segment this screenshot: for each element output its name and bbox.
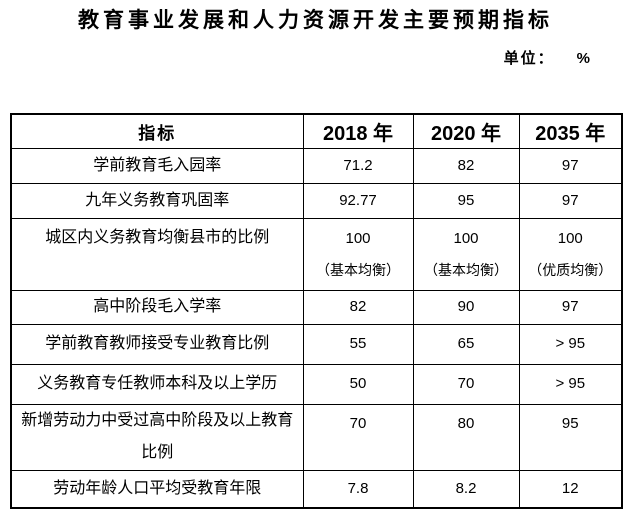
value-cell-2035: 12: [518, 469, 623, 509]
indicator-cell: 劳动年龄人口平均受教育年限: [10, 469, 304, 509]
table-row: 义务教育专任教师本科及以上学历 50 70 > 95: [10, 363, 623, 405]
column-header-2020: 2020 年: [412, 113, 520, 149]
value-cell-2018: 7.8: [302, 469, 414, 509]
value-cell-2020: 100 （基本均衡）: [412, 217, 520, 291]
value-cell-2035: 100 （优质均衡）: [518, 217, 623, 291]
table-row: 高中阶段毛入学率 82 90 97: [10, 289, 623, 325]
indicator-cell: 义务教育专任教师本科及以上学历: [10, 363, 304, 405]
value-cell-2035: 97: [518, 289, 623, 325]
header-row: 指标 2018 年 2020 年 2035 年: [10, 113, 623, 149]
value-cell-2020: 80: [412, 403, 520, 471]
indicator-cell: 学前教育毛入园率: [10, 147, 304, 184]
table-row: 九年义务教育巩固率 92.77 95 97: [10, 182, 623, 219]
value-cell-2020: 65: [412, 323, 520, 365]
table-row: 学前教育毛入园率 71.2 82 97: [10, 147, 623, 184]
value-cell-2020: 82: [412, 147, 520, 184]
indicator-cell: 学前教育教师接受专业教育比例: [10, 323, 304, 365]
value-cell-2018: 55: [302, 323, 414, 365]
value-note: （优质均衡）: [528, 262, 613, 278]
column-header-2018: 2018 年: [302, 113, 414, 149]
indicators-table: 指标 2018 年 2020 年 2035 年 学前教育毛入园率 71.2 82…: [10, 113, 623, 509]
value: 100: [453, 230, 479, 247]
table-row: 学前教育教师接受专业教育比例 55 65 > 95: [10, 323, 623, 365]
unit-value: %: [576, 50, 590, 67]
value-cell-2018: 92.77: [302, 182, 414, 219]
value-cell-2018: 82: [302, 289, 414, 325]
value-cell-2020: 90: [412, 289, 520, 325]
value-cell-2035: 97: [518, 182, 623, 219]
value-cell-2020: 8.2: [412, 469, 520, 509]
value-note: （基本均衡）: [424, 262, 508, 278]
value-cell-2035: > 95: [518, 363, 623, 405]
value-cell-2018: 71.2: [302, 147, 414, 184]
value: 100: [557, 230, 583, 247]
value-cell-2018: 100 （基本均衡）: [302, 217, 414, 291]
value-cell-2020: 95: [412, 182, 520, 219]
column-header-2035: 2035 年: [518, 113, 623, 149]
table-row: 劳动年龄人口平均受教育年限 7.8 8.2 12: [10, 469, 623, 509]
table-row: 城区内义务教育均衡县市的比例 100 （基本均衡） 100 （基本均衡） 100…: [10, 217, 623, 291]
value-cell-2035: 95: [518, 403, 623, 471]
value-cell-2035: 97: [518, 147, 623, 184]
indicator-cell: 城区内义务教育均衡县市的比例: [10, 217, 304, 291]
value-note: （基本均衡）: [316, 262, 400, 278]
value-cell-2020: 70: [412, 363, 520, 405]
indicator-cell: 高中阶段毛入学率: [10, 289, 304, 325]
indicator-cell: 九年义务教育巩固率: [10, 182, 304, 219]
indicator-cell: 新增劳动力中受过高中阶段及以上教育比例: [10, 403, 304, 471]
column-header-indicator: 指标: [10, 113, 304, 149]
table-row: 新增劳动力中受过高中阶段及以上教育比例 70 80 95: [10, 403, 623, 471]
unit-label: 单位：: [503, 50, 555, 67]
value-cell-2035: > 95: [518, 323, 623, 365]
unit-line: 单位：%: [0, 49, 621, 69]
value-cell-2018: 70: [302, 403, 414, 471]
value-cell-2018: 50: [302, 363, 414, 405]
page-title: 教育事业发展和人力资源开发主要预期指标: [78, 9, 553, 32]
value: 100: [345, 230, 371, 247]
